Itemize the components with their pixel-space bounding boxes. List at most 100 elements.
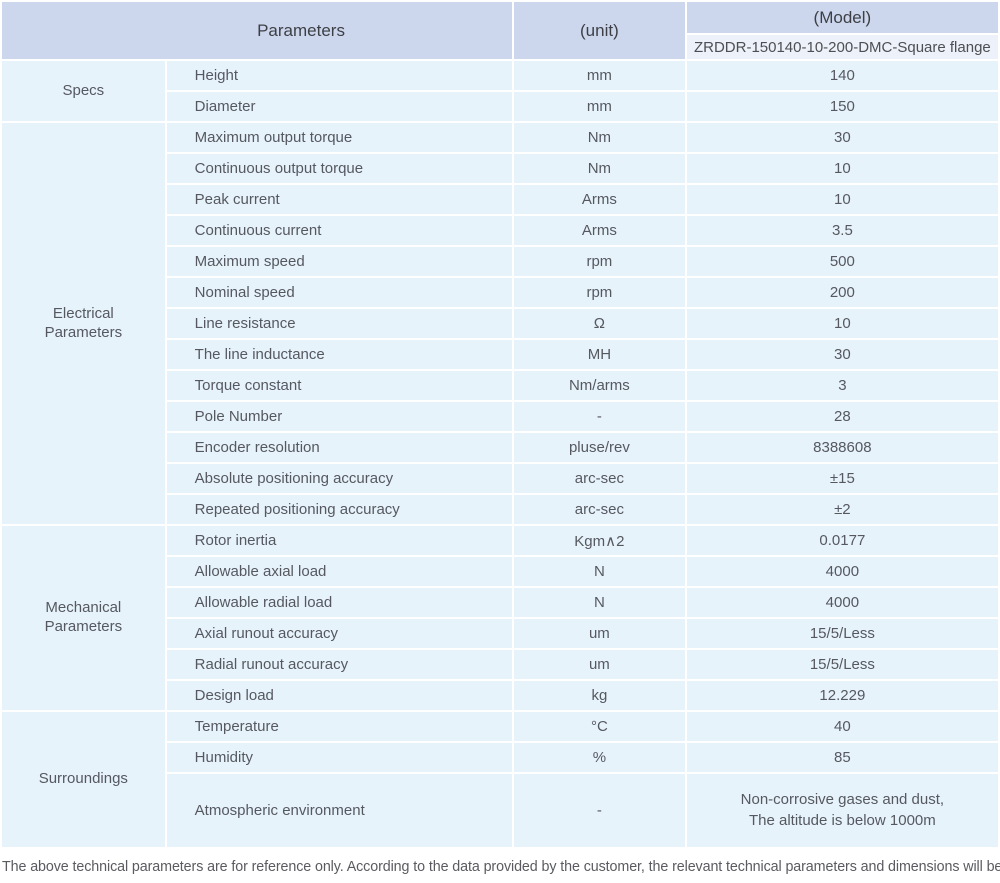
param-name: Diameter — [166, 92, 513, 121]
param-value: 0.0177 — [686, 526, 998, 555]
section-label-mechanical: Mechanical Parameters — [2, 526, 165, 710]
param-unit: rpm — [514, 247, 685, 276]
param-value: 3 — [686, 371, 998, 400]
param-name: Allowable axial load — [166, 557, 513, 586]
table-row: Nominal speed rpm 200 — [2, 278, 998, 307]
param-name: Nominal speed — [166, 278, 513, 307]
table-row: Humidity % 85 — [2, 743, 998, 772]
param-value: 85 — [686, 743, 998, 772]
param-name: Pole Number — [166, 402, 513, 431]
table-row: Axial runout accuracy um 15/5/Less — [2, 619, 998, 648]
table-row: Allowable radial load N 4000 — [2, 588, 998, 617]
param-name: Atmospheric environment — [166, 774, 513, 847]
param-unit: pluse/rev — [514, 433, 685, 462]
table-row: Allowable axial load N 4000 — [2, 557, 998, 586]
param-value: 15/5/Less — [686, 619, 998, 648]
unit-header: (unit) — [514, 2, 685, 59]
param-value: 10 — [686, 309, 998, 338]
param-unit: - — [514, 402, 685, 431]
table-row: Mechanical Parameters Rotor inertia Kgm∧… — [2, 526, 998, 710]
model-header: (Model) — [686, 2, 998, 33]
table-row: Electrical Parameters Maximum output tor… — [2, 123, 998, 524]
param-name: Radial runout accuracy — [166, 650, 513, 679]
param-value: 10 — [686, 154, 998, 183]
param-value: 15/5/Less — [686, 650, 998, 679]
table-row: Line resistance Ω 10 — [2, 309, 998, 338]
param-name: Torque constant — [166, 371, 513, 400]
param-name: The line inductance — [166, 340, 513, 369]
param-unit: mm — [514, 92, 685, 121]
spec-table: Parameters (unit) (Model) ZRDDR-150140-1… — [2, 2, 998, 847]
param-value: 12.229 — [686, 681, 998, 710]
param-unit: % — [514, 743, 685, 772]
param-value: 30 — [686, 340, 998, 369]
param-name: Maximum speed — [166, 247, 513, 276]
param-name: Continuous current — [166, 216, 513, 245]
table-row: Encoder resolution pluse/rev 8388608 — [2, 433, 998, 462]
param-unit: °C — [514, 712, 685, 741]
table-row: Absolute positioning accuracy arc-sec ±1… — [2, 464, 998, 493]
table-header-row: Parameters (unit) (Model) — [2, 2, 998, 59]
param-name: Height — [166, 61, 513, 90]
param-name: Peak current — [166, 185, 513, 214]
param-name: Encoder resolution — [166, 433, 513, 462]
param-value: 140 — [686, 61, 998, 90]
table-row: Atmospheric environment - Non-corrosive … — [2, 774, 998, 847]
section-label-specs: Specs — [2, 61, 165, 121]
param-name: Maximum output torque — [166, 123, 513, 152]
param-unit: Nm/arms — [514, 371, 685, 400]
param-value: 30 — [686, 123, 998, 152]
param-unit: um — [514, 650, 685, 679]
param-value: Non-corrosive gases and dust, The altitu… — [686, 774, 998, 847]
param-value: 8388608 — [686, 433, 998, 462]
param-value: 4000 — [686, 557, 998, 586]
param-unit: kg — [514, 681, 685, 710]
param-unit: N — [514, 588, 685, 617]
param-name: Allowable radial load — [166, 588, 513, 617]
param-unit: MH — [514, 340, 685, 369]
param-unit: Nm — [514, 123, 685, 152]
param-name: Axial runout accuracy — [166, 619, 513, 648]
table-row: Surroundings Temperature °C 40 — [2, 712, 998, 847]
param-unit: Nm — [514, 154, 685, 183]
param-name: Absolute positioning accuracy — [166, 464, 513, 493]
param-value: 40 — [686, 712, 998, 741]
section-label-surroundings: Surroundings — [2, 712, 165, 847]
table-row: Repeated positioning accuracy arc-sec ±2 — [2, 495, 998, 524]
param-unit: rpm — [514, 278, 685, 307]
param-unit: - — [514, 774, 685, 847]
param-unit: Arms — [514, 216, 685, 245]
table-row: Continuous current Arms 3.5 — [2, 216, 998, 245]
param-value: 4000 — [686, 588, 998, 617]
param-name: Temperature — [166, 712, 513, 741]
param-value: 10 — [686, 185, 998, 214]
parameters-header: Parameters — [2, 2, 513, 59]
param-name: Rotor inertia — [166, 526, 513, 555]
param-unit: um — [514, 619, 685, 648]
table-row: Maximum speed rpm 500 — [2, 247, 998, 276]
param-unit: mm — [514, 61, 685, 90]
table-row: Radial runout accuracy um 15/5/Less — [2, 650, 998, 679]
param-value: 500 — [686, 247, 998, 276]
param-value: 28 — [686, 402, 998, 431]
param-value: 200 — [686, 278, 998, 307]
param-name: Design load — [166, 681, 513, 710]
param-unit: Ω — [514, 309, 685, 338]
param-name: Line resistance — [166, 309, 513, 338]
param-unit: Arms — [514, 185, 685, 214]
param-unit: arc-sec — [514, 495, 685, 524]
param-value: ±2 — [686, 495, 998, 524]
param-name: Humidity — [166, 743, 513, 772]
param-unit: N — [514, 557, 685, 586]
model-value: ZRDDR-150140-10-200-DMC-Square flange — [686, 35, 998, 59]
param-value: 3.5 — [686, 216, 998, 245]
param-value: ±15 — [686, 464, 998, 493]
table-row: Peak current Arms 10 — [2, 185, 998, 214]
table-row: Specs Height mm 140 — [2, 61, 998, 121]
table-row: Design load kg 12.229 — [2, 681, 998, 710]
param-unit: arc-sec — [514, 464, 685, 493]
footnote-text: The above technical parameters are for r… — [2, 859, 1000, 875]
section-label-electrical: Electrical Parameters — [2, 123, 165, 524]
param-name: Repeated positioning accuracy — [166, 495, 513, 524]
table-row: Pole Number - 28 — [2, 402, 998, 431]
